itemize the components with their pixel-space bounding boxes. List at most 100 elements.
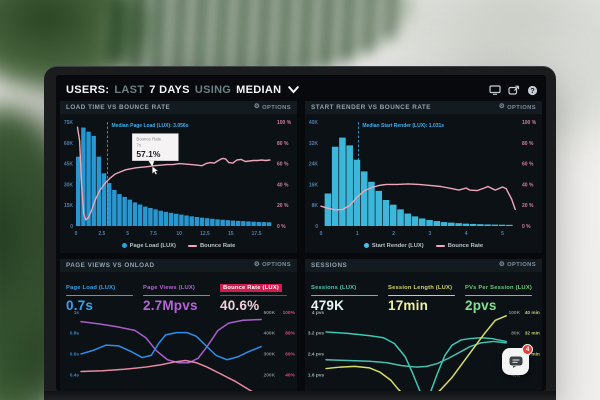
using-label: USING — [194, 84, 232, 96]
start-render-legend: Start Render (LUX) Bounce Rate — [305, 240, 542, 251]
options-label: OPTIONS — [507, 262, 536, 269]
panel-title: SESSIONS — [311, 261, 348, 269]
svg-text:0 %: 0 % — [522, 224, 531, 230]
svg-text:4: 4 — [465, 231, 468, 237]
metric-value: 2pvs — [465, 298, 497, 314]
background-haze — [355, 0, 565, 70]
svg-text:100 %: 100 % — [522, 120, 537, 126]
svg-text:0: 0 — [315, 224, 318, 230]
options-label: OPTIONS — [262, 262, 291, 269]
dashboard-screen: USERS: LAST 7 DAYS USING MEDIAN — [56, 75, 546, 391]
svg-text:40 %: 40 % — [277, 182, 289, 188]
legend-label: Start Render (LUX) — [371, 242, 424, 249]
gear-icon: ⚙ — [498, 103, 506, 111]
svg-text:5: 5 — [126, 231, 129, 237]
svg-text:5: 5 — [501, 231, 504, 237]
svg-text:16K: 16K — [309, 182, 319, 188]
aggregation-label: MEDIAN — [236, 84, 282, 96]
header-toolbar: ? — [489, 85, 538, 96]
svg-text:80 %: 80 % — [277, 141, 289, 147]
laptop-hinge — [44, 391, 556, 400]
metric-page-views: Page Views (LUX) 2.7Mpvs — [143, 276, 214, 313]
svg-text:40K: 40K — [511, 372, 520, 378]
metric-underline — [143, 294, 210, 297]
metric-label: PVs Per Session (LUX) — [465, 284, 533, 291]
page-views-chart: 1s 0.8s 0.6s 0.4s 500K 100% 400K 80% 300K 60% 200K… — [70, 310, 296, 391]
svg-text:0 %: 0 % — [277, 224, 286, 230]
svg-text:300K: 300K — [264, 351, 276, 357]
svg-text:100K: 100K — [509, 310, 521, 316]
svg-text:15K: 15K — [64, 203, 74, 209]
metric-label: Bounce Rate (LUX) — [220, 283, 282, 292]
svg-text:15: 15 — [228, 231, 234, 237]
page-views-metrics: Page Load (LUX) 0.7s Page Views (LUX) 2.… — [60, 272, 297, 313]
options-button[interactable]: ⚙ OPTIONS — [499, 104, 536, 111]
metric-underline — [66, 294, 133, 297]
svg-text:32K: 32K — [309, 141, 319, 147]
svg-text:3.2 pvs: 3.2 pvs — [308, 331, 324, 337]
svg-text:?: ? — [530, 87, 534, 94]
share-icon[interactable] — [508, 85, 520, 95]
panel-title: START RENDER VS BOUNCE RATE — [311, 104, 431, 111]
help-icon[interactable]: ? — [527, 85, 538, 96]
metric-sessions: Sessions (LUX) 479K — [311, 276, 382, 313]
svg-text:Bounce Rate: Bounce Rate — [136, 137, 161, 142]
svg-text:20 %: 20 % — [522, 203, 534, 209]
legend-line-icon — [187, 244, 197, 247]
svg-text:10: 10 — [176, 231, 182, 237]
legend-label: Page Load (LUX) — [129, 242, 176, 249]
gear-icon: ⚙ — [253, 103, 261, 111]
svg-text:12.5: 12.5 — [200, 231, 210, 237]
legend-line-icon — [435, 244, 445, 247]
chat-widget-button[interactable]: 4 — [502, 344, 533, 375]
svg-text:0.6s: 0.6s — [70, 351, 80, 357]
svg-text:2.5: 2.5 — [98, 231, 105, 237]
svg-text:Median Page Load (LUX): 3.056s: Median Page Load (LUX): 3.056s — [112, 123, 189, 129]
range-value-label: 7 DAYS — [149, 84, 190, 96]
svg-text:0.8s: 0.8s — [70, 331, 80, 337]
options-button[interactable]: ⚙ OPTIONS — [254, 262, 291, 269]
laptop: USERS: LAST 7 DAYS USING MEDIAN — [44, 66, 556, 400]
display-icon[interactable] — [489, 85, 501, 95]
svg-text:100%: 100% — [283, 310, 296, 316]
chevron-down-icon[interactable] — [288, 86, 300, 94]
metric-underline — [311, 294, 378, 297]
sessions-metrics: Sessions (LUX) 479K Session Length (LUX)… — [305, 272, 542, 313]
load-time-chart: 75K 60K 45K 30K 15K 0 100 % 80 % 60 % 40 % 20 % 0 %… — [64, 120, 292, 237]
options-button[interactable]: ⚙ OPTIONS — [499, 262, 536, 269]
metric-label: Session Length (LUX) — [388, 284, 453, 291]
svg-text:0: 0 — [70, 224, 73, 230]
legend-label: Bounce Rate — [447, 242, 484, 249]
notification-badge: 4 — [522, 344, 533, 355]
svg-text:Median Start Render (LUX): 1.0: Median Start Render (LUX): 1.031s — [362, 123, 444, 129]
svg-text:30K: 30K — [64, 182, 74, 188]
svg-text:24K: 24K — [309, 162, 319, 168]
metric-underline — [220, 294, 287, 297]
svg-text:60%: 60% — [285, 351, 295, 357]
svg-text:0: 0 — [320, 231, 323, 237]
legend-dot-icon — [363, 243, 369, 248]
svg-text:40 min: 40 min — [525, 310, 540, 316]
svg-text:200K: 200K — [264, 372, 276, 378]
svg-text:8K: 8K — [312, 203, 319, 209]
svg-text:32 min: 32 min — [525, 331, 540, 337]
svg-text:1: 1 — [356, 231, 359, 237]
panel-title: LOAD TIME VS BOUNCE RATE — [66, 104, 171, 111]
dashboard-title-dropdown[interactable]: USERS: LAST 7 DAYS USING MEDIAN — [66, 84, 300, 96]
metric-value: 40.6% — [220, 298, 260, 314]
metric-bounce-rate: Bounce Rate (LUX) 40.6% — [220, 276, 291, 313]
range-prefix-label: LAST — [114, 84, 145, 96]
panel-start-render: START RENDER VS BOUNCE RATE ⚙ OPTIONS 4 0… — [305, 101, 542, 253]
svg-text:400K: 400K — [264, 331, 276, 337]
svg-text:80%: 80% — [285, 331, 295, 337]
svg-text:80 %: 80 % — [522, 141, 534, 147]
panel-page-views: PAGE VIEWS VS ONLOAD ⚙ OPTIONS Page Load… — [60, 259, 297, 391]
panel-load-time-header: LOAD TIME VS BOUNCE RATE ⚙ OPTIONS — [60, 101, 297, 114]
metric-value: 0.7s — [66, 298, 94, 314]
metric-label: Sessions (LUX) — [311, 284, 357, 291]
svg-text:60 %: 60 % — [277, 162, 289, 168]
options-button[interactable]: ⚙ OPTIONS — [254, 104, 291, 111]
panel-start-render-header: START RENDER VS BOUNCE RATE ⚙ OPTIONS — [305, 101, 542, 114]
svg-text:7.5: 7.5 — [150, 231, 157, 237]
gear-icon: ⚙ — [498, 261, 506, 269]
